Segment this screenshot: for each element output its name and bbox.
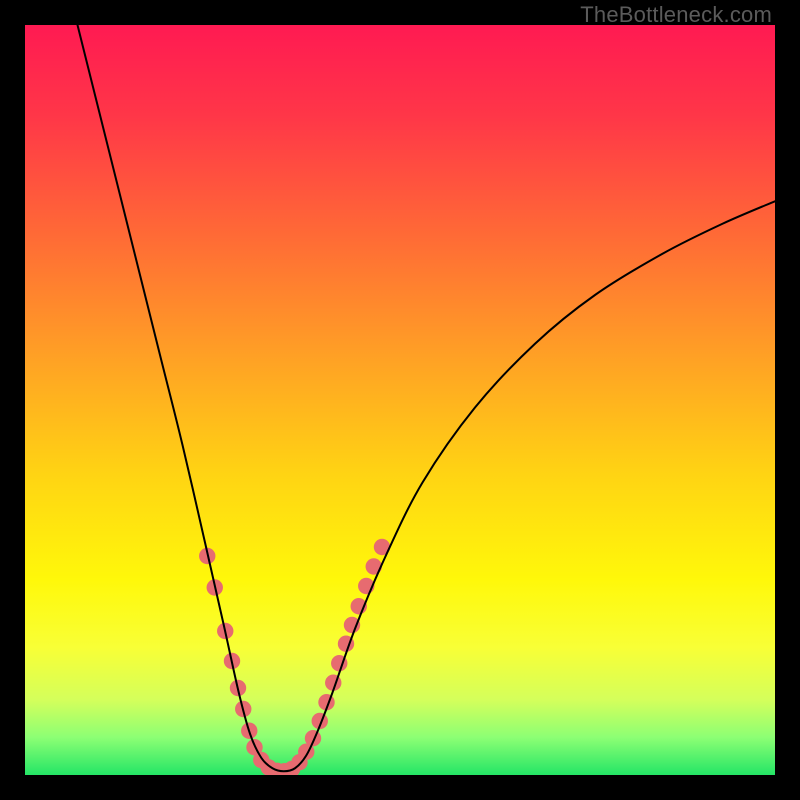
chart-outer-frame: TheBottleneck.com xyxy=(0,0,800,800)
bottleneck-curve-chart xyxy=(25,25,775,775)
gradient-background xyxy=(25,25,775,775)
plot-area xyxy=(25,25,775,775)
